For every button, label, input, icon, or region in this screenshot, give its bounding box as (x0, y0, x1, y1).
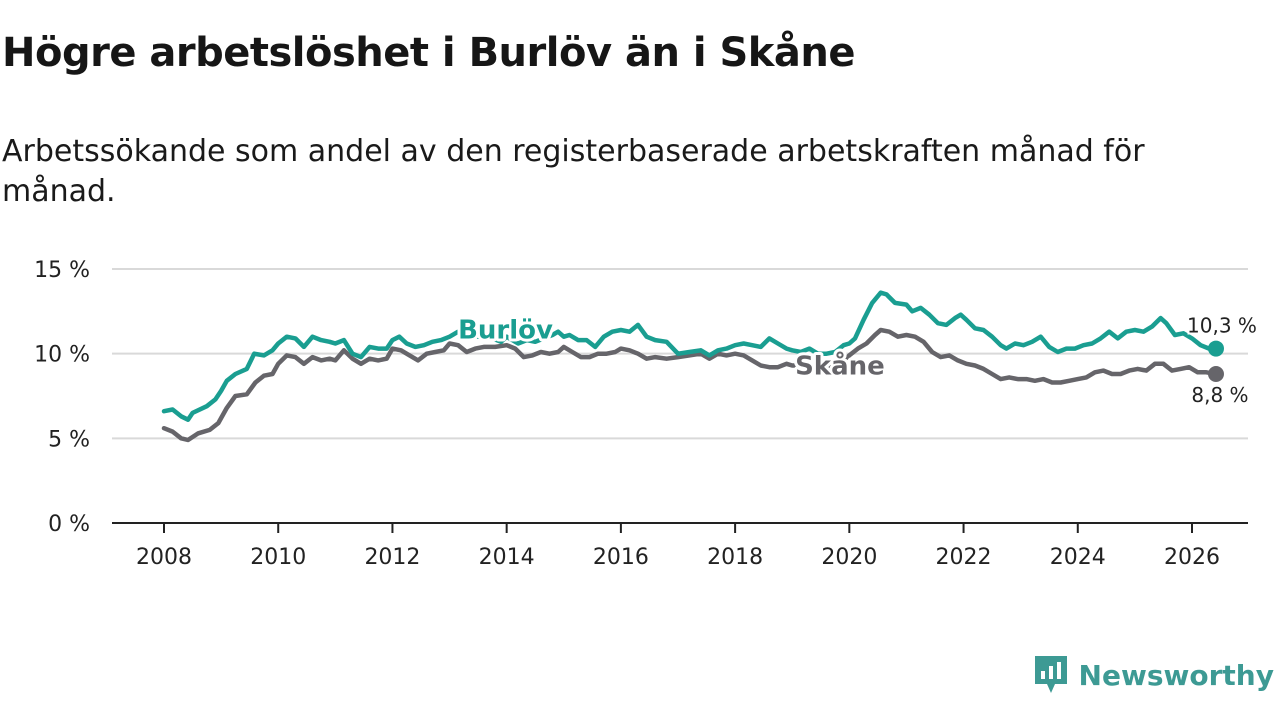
newsworthy-logo-icon (1034, 656, 1067, 693)
x-tick-label-2010: 2010 (250, 545, 306, 570)
series-label-skane: Skåne (795, 350, 885, 382)
y-tick-label-10: 10 % (34, 343, 90, 368)
series-end-dot-skane (1207, 365, 1224, 382)
brand-name: Newsworthy (1078, 658, 1274, 692)
x-tick-label-2018: 2018 (707, 545, 763, 570)
x-tick-label-2024: 2024 (1050, 545, 1106, 570)
x-tick-label-2014: 2014 (479, 545, 535, 570)
x-tick-label-2022: 2022 (936, 545, 992, 570)
y-axis-tick-labels: 0 % 5 % 10 % 15 % (34, 258, 90, 537)
series-label-burlov: Burlöv (458, 316, 553, 346)
x-tick-label-2016: 2016 (593, 545, 649, 570)
end-value-label-burlov: 10,3 % (1187, 314, 1257, 338)
y-tick-label-0: 0 % (48, 512, 90, 537)
series-labels: Burlöv Skåne 10,3 % 8,8 % (455, 312, 1259, 409)
y-tick-label-15: 15 % (34, 258, 90, 283)
x-tick-label-2026: 2026 (1164, 545, 1220, 570)
y-tick-label-5: 5 % (48, 427, 90, 452)
chart-subtitle: Arbetssökande som andel av den registerb… (2, 134, 1145, 209)
newsworthy-brand: Newsworthy (1033, 654, 1274, 696)
x-tick-label-2008: 2008 (136, 545, 192, 570)
chart-title: Högre arbetslöshet i Burlöv än i Skåne (2, 30, 856, 76)
series-line-skane (161, 327, 1219, 443)
series-end-dot-burlov (1207, 340, 1224, 357)
series-line-burlov (161, 290, 1219, 422)
x-tick-label-2020: 2020 (821, 545, 877, 570)
end-value-label-skane: 8,8 % (1191, 383, 1248, 407)
x-axis: 2008 2010 2012 2014 2016 2018 2020 2022 2024 2026 (112, 522, 1248, 570)
line-chart: 0 %5 %10 %15 % 2008 2010 2012 2014 2016 2018 2… (34, 258, 1259, 570)
series-lines (161, 290, 1224, 443)
x-tick-label-2012: 2012 (364, 545, 420, 570)
